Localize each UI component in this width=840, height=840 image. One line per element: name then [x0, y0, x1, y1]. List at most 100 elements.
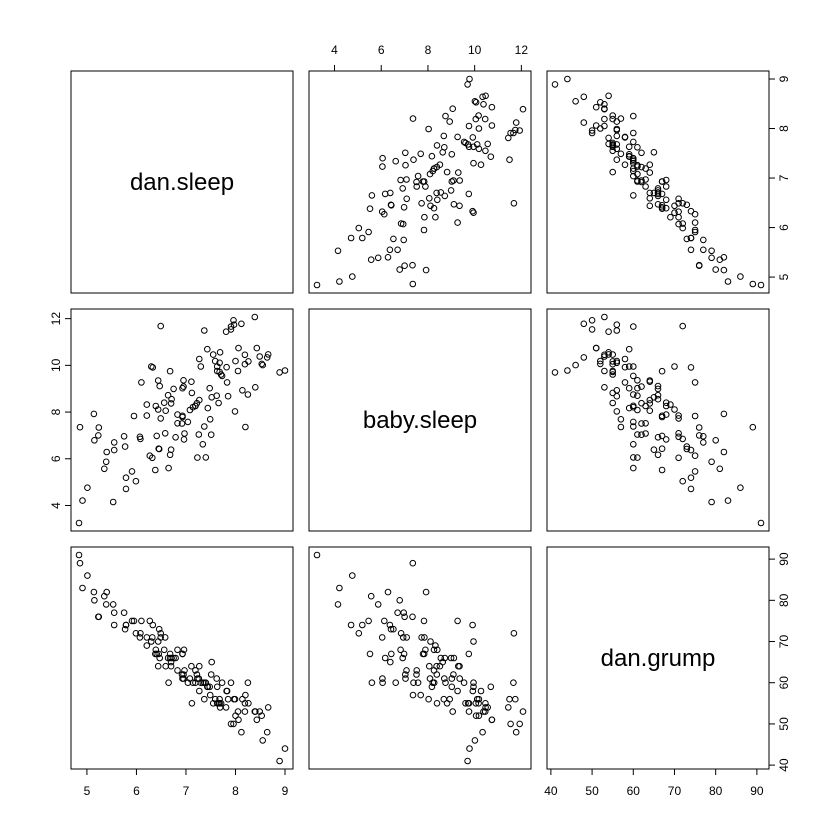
point-dan.sleep-vs-dan.grump-60 — [695, 261, 703, 269]
point-dan.grump-vs-dan.sleep-64 — [170, 654, 177, 662]
point-baby.sleep-vs-dan.grump-75 — [580, 320, 588, 328]
point-baby.sleep-vs-dan.sleep-24 — [122, 485, 130, 493]
point-dan.grump-vs-baby.sleep-124 — [430, 646, 438, 654]
point-baby.sleep-vs-dan.grump-99 — [630, 441, 637, 448]
point-baby.sleep-vs-dan.sleep-77 — [149, 454, 156, 462]
point-baby.sleep-vs-dan.grump-2 — [720, 410, 728, 418]
point-baby.sleep-vs-dan.grump-79 — [597, 357, 604, 365]
point-dan.sleep-vs-baby.sleep-53 — [480, 101, 487, 108]
point-baby.sleep-vs-dan.grump-95 — [662, 411, 670, 418]
point-dan.grump-vs-baby.sleep-108 — [469, 621, 476, 629]
point-baby.sleep-vs-dan.grump-26 — [630, 418, 637, 426]
point-dan.sleep-vs-dan.grump-87 — [638, 163, 645, 171]
point-dan.grump-vs-dan.sleep-1 — [227, 679, 235, 687]
point-dan.sleep-vs-dan.grump-26 — [630, 172, 637, 180]
point-dan.sleep-vs-baby.sleep-47 — [487, 153, 495, 160]
point-dan.sleep-vs-dan.grump-49 — [646, 169, 654, 176]
point-dan.sleep-vs-baby.sleep-83 — [402, 149, 409, 157]
x-tick-label-dan.grump-70: 70 — [668, 784, 682, 798]
panel-dan.grump-vs-baby.sleep — [308, 546, 532, 770]
point-dan.sleep-vs-baby.sleep-86 — [484, 140, 492, 148]
point-baby.sleep-vs-dan.sleep-84 — [206, 384, 213, 392]
point-dan.grump-vs-dan.sleep-122 — [154, 638, 162, 645]
point-baby.sleep-vs-dan.sleep-101 — [174, 420, 181, 427]
point-baby.sleep-vs-dan.grump-17 — [650, 446, 658, 454]
point-baby.sleep-vs-dan.grump-9 — [675, 430, 682, 437]
point-dan.sleep-vs-baby.sleep-100 — [519, 105, 527, 113]
point-baby.sleep-vs-dan.sleep-85 — [143, 412, 151, 419]
point-dan.grump-vs-dan.sleep-15 — [188, 700, 196, 707]
point-dan.sleep-vs-baby.sleep-62 — [450, 201, 458, 208]
point-dan.sleep-vs-baby.sleep-4 — [465, 190, 473, 198]
point-dan.grump-vs-baby.sleep-8 — [379, 679, 386, 687]
point-baby.sleep-vs-dan.sleep-32 — [180, 436, 188, 443]
point-dan.grump-vs-baby.sleep-36 — [505, 704, 512, 711]
point-dan.grump-vs-baby.sleep-119 — [397, 630, 405, 637]
point-dan.grump-vs-baby.sleep-91 — [396, 597, 404, 604]
point-baby.sleep-vs-dan.sleep-75 — [238, 320, 245, 328]
point-baby.sleep-vs-dan.sleep-61 — [209, 351, 217, 358]
point-dan.sleep-vs-baby.sleep-96 — [420, 178, 428, 185]
point-baby.sleep-vs-dan.sleep-66 — [201, 327, 208, 334]
point-baby.sleep-vs-dan.sleep-47 — [204, 345, 211, 353]
point-dan.sleep-vs-dan.grump-106 — [646, 189, 654, 197]
point-dan.sleep-vs-dan.grump-101 — [642, 183, 649, 190]
point-dan.sleep-vs-baby.sleep-106 — [433, 189, 440, 197]
point-baby.sleep-vs-dan.sleep-119 — [137, 435, 144, 443]
point-dan.grump-vs-baby.sleep-68 — [507, 720, 514, 728]
point-dan.grump-vs-baby.sleep-25 — [365, 617, 372, 625]
point-dan.grump-vs-baby.sleep-98 — [475, 700, 482, 707]
point-dan.sleep-vs-dan.grump-108 — [687, 207, 695, 215]
point-dan.sleep-vs-dan.grump-94 — [551, 81, 559, 88]
point-baby.sleep-vs-dan.sleep-120 — [223, 379, 231, 386]
x-tick-label-baby.sleep-4: 4 — [331, 43, 338, 57]
point-baby.sleep-vs-dan.grump-109 — [588, 317, 596, 324]
point-baby.sleep-vs-dan.sleep-52 — [76, 423, 84, 431]
point-baby.sleep-vs-dan.sleep-98 — [245, 358, 252, 365]
point-dan.sleep-vs-baby.sleep-55 — [512, 126, 519, 134]
point-dan.sleep-vs-baby.sleep-37 — [488, 122, 496, 129]
point-baby.sleep-vs-dan.sleep-6 — [241, 351, 249, 359]
point-baby.sleep-vs-dan.grump-103 — [605, 351, 612, 358]
point-dan.grump-vs-baby.sleep-13 — [368, 679, 376, 687]
point-baby.sleep-vs-dan.sleep-117 — [201, 423, 208, 430]
point-baby.sleep-vs-dan.grump-58 — [613, 392, 621, 400]
point-baby.sleep-vs-dan.grump-16 — [708, 458, 715, 466]
point-dan.sleep-vs-dan.grump-82 — [683, 201, 691, 209]
point-baby.sleep-vs-dan.grump-80 — [691, 379, 699, 386]
point-dan.grump-vs-baby.sleep-24 — [347, 621, 355, 629]
point-baby.sleep-vs-dan.grump-73 — [621, 355, 629, 363]
point-dan.grump-vs-baby.sleep-118 — [488, 716, 496, 724]
point-baby.sleep-vs-dan.grump-78 — [757, 519, 765, 527]
point-baby.sleep-vs-dan.grump-47 — [625, 345, 633, 353]
point-baby.sleep-vs-dan.sleep-25 — [128, 468, 136, 475]
point-baby.sleep-vs-dan.grump-40 — [625, 363, 633, 370]
point-dan.grump-vs-dan.sleep-32 — [180, 646, 188, 654]
point-dan.grump-vs-dan.sleep-97 — [195, 675, 203, 682]
point-baby.sleep-vs-dan.sleep-112 — [121, 443, 129, 450]
point-baby.sleep-vs-dan.sleep-55 — [230, 321, 238, 329]
point-dan.grump-vs-baby.sleep-120 — [454, 687, 461, 695]
point-baby.sleep-vs-dan.sleep-19 — [178, 420, 186, 427]
point-dan.sleep-vs-baby.sleep-87 — [433, 163, 441, 171]
point-dan.sleep-vs-dan.grump-36 — [605, 134, 612, 142]
point-dan.grump-vs-dan.sleep-119 — [137, 630, 144, 637]
point-dan.sleep-vs-baby.sleep-61 — [482, 147, 489, 155]
point-baby.sleep-vs-dan.grump-71 — [716, 465, 724, 473]
point-dan.grump-vs-baby.sleep-115 — [471, 737, 479, 744]
point-baby.sleep-vs-dan.sleep-30 — [168, 395, 175, 403]
point-baby.sleep-vs-dan.sleep-100 — [251, 313, 259, 321]
point-dan.grump-vs-baby.sleep-104 — [466, 745, 473, 752]
point-dan.sleep-vs-dan.grump-42 — [646, 161, 654, 168]
point-dan.grump-vs-dan.sleep-106 — [167, 662, 175, 670]
point-dan.sleep-vs-dan.grump-0 — [613, 145, 621, 153]
point-dan.grump-vs-baby.sleep-54 — [441, 654, 449, 662]
point-dan.sleep-vs-baby.sleep-8 — [379, 154, 386, 162]
point-dan.grump-vs-dan.sleep-26 — [184, 679, 192, 687]
point-baby.sleep-vs-dan.grump-38 — [609, 360, 617, 368]
point-baby.sleep-vs-dan.sleep-59 — [239, 387, 246, 394]
point-baby.sleep-vs-dan.grump-27 — [720, 448, 728, 456]
point-dan.grump-vs-baby.sleep-97 — [402, 675, 409, 682]
point-baby.sleep-vs-dan.grump-108 — [687, 364, 695, 371]
point-dan.grump-vs-baby.sleep-89 — [470, 638, 477, 645]
